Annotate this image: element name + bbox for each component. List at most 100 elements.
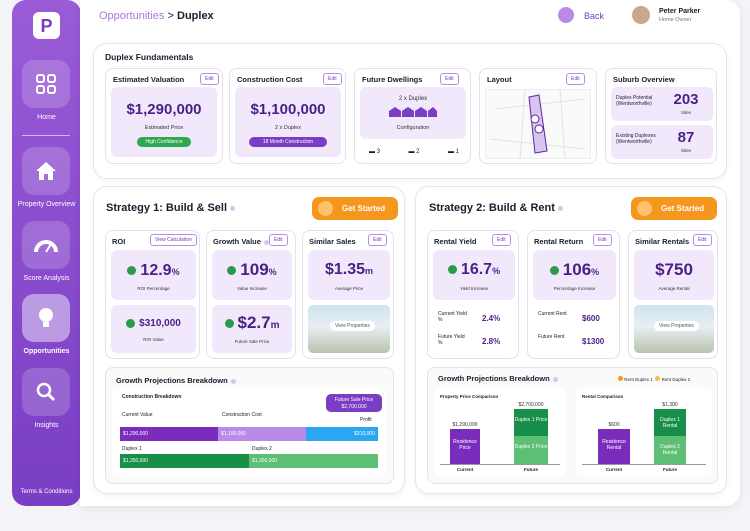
value: 109 (240, 260, 269, 279)
title-text: Growth Value (213, 237, 261, 246)
chart-title: Rental Comparison (582, 394, 624, 399)
axis (440, 464, 560, 465)
dwellings-card: Future Dwellings Edit 2 x Duplex Configur… (354, 68, 471, 164)
row-label: Current Yield % (438, 311, 467, 323)
badge: 18 Month Construction (249, 137, 327, 147)
caption: Future Sale Price (234, 339, 270, 344)
duplex-label: Duplex 1 (122, 446, 142, 452)
get-started-button[interactable]: Get Started (631, 197, 717, 220)
main: Opportunities > Duplex Back Peter Parker… (80, 0, 740, 506)
value-box: $750 Average Rental (634, 250, 714, 300)
get-started-button[interactable]: Get Started (312, 197, 398, 220)
nav-label[interactable]: Insights (34, 422, 59, 429)
nav-property-icon[interactable] (22, 147, 70, 195)
segment-label: Current Value (122, 412, 153, 418)
view-properties-button[interactable]: View Properties (654, 321, 699, 331)
view-properties-button[interactable]: View Properties (330, 321, 375, 331)
edit-button[interactable]: Edit (693, 234, 712, 246)
duplex-value: $1,350,000 (123, 458, 149, 464)
caption: Average Rental (658, 286, 690, 291)
info-icon[interactable] (230, 378, 236, 384)
card-title: Similar Rentals (635, 237, 690, 246)
roi-card: ROI View Calculation 12.9% ROI Percentage… (105, 230, 200, 359)
legend-swatch (655, 376, 661, 381)
rent-chart: Rental Comparison $600 Residence Rental … (576, 388, 712, 476)
nav-label[interactable]: Property Overview (17, 201, 76, 208)
info-icon[interactable] (263, 239, 269, 245)
bar-value: $600 (608, 422, 620, 428)
suburb-row: Existing Duplexes (Wentworthville) 87 Si… (611, 125, 713, 159)
future-bar: Duplex 1 Rental (654, 409, 686, 436)
edit-button[interactable]: Edit (492, 234, 511, 246)
info-icon[interactable] (557, 205, 563, 211)
chart-title: Property Price Comparison (440, 394, 499, 399)
card-title: Construction Cost (237, 75, 303, 84)
strategy2-panel: Strategy 2: Build & Rent Get Started Ren… (415, 186, 727, 494)
edit-button[interactable]: Edit (323, 73, 342, 85)
current-bar: Residence Rental (598, 429, 630, 464)
suburb-row: Duplex Potential (Wentworthville) 203 Si… (611, 87, 713, 121)
edit-button[interactable]: Edit (200, 73, 219, 85)
avatar[interactable] (632, 6, 650, 24)
footer-link[interactable]: Terms & Conditions (20, 489, 73, 495)
info-icon[interactable] (552, 376, 558, 382)
info-icon[interactable] (230, 205, 236, 211)
nav-insights-icon[interactable] (22, 368, 70, 416)
construction-card: Construction Cost Edit $1,100,000 2 x Dup… (229, 68, 346, 164)
sales-card: Similar Sales Edit $1.35m Average Price V… (302, 230, 394, 359)
row-label: Existing Duplexes (Wentworthville) (616, 133, 656, 145)
logo[interactable]: P (33, 12, 60, 39)
nav-label[interactable]: Home (37, 114, 56, 121)
future-bar: Duplex 1 Price (514, 409, 548, 436)
card-title: Growth Value (213, 237, 269, 246)
valuation-card: Estimated Valuation Edit $1,290,000 Estim… (105, 68, 223, 164)
value: $2.7 (237, 313, 271, 332)
nav-opportunities-icon[interactable] (22, 294, 70, 342)
card-title: Future Dwellings (362, 75, 423, 84)
user-name: Peter Parker (659, 8, 701, 15)
future-value: $2,700,000 (341, 404, 367, 410)
duplex-bar: $1,350,000 (249, 454, 378, 468)
value-box: 2 x Duplex Configuration (360, 87, 466, 139)
row-unit: Sites (680, 110, 691, 115)
rentals-card: Similar Rentals Edit $750 Average Rental … (628, 230, 718, 359)
card-title: Estimated Valuation (113, 75, 185, 84)
title-text: Strategy 1: Build & Sell (106, 202, 228, 214)
arrow-icon (637, 201, 652, 216)
caption: 2 x Duplex (275, 125, 301, 131)
edit-button[interactable]: Edit (269, 234, 288, 246)
caption: ROI Value (143, 337, 164, 342)
bar-value: $1,300 (662, 402, 678, 408)
edit-button[interactable]: Edit (368, 234, 387, 246)
unit: % (171, 267, 180, 277)
back-button[interactable]: Back (584, 11, 605, 21)
layout-card: Layout Edit (479, 68, 597, 164)
row-value: 203 (673, 91, 699, 108)
value: $750 (655, 260, 693, 279)
nav-label[interactable]: Score Analysis (23, 275, 70, 282)
return-card: Rental Return Edit 106% Percentage Increa… (527, 230, 620, 359)
baths-count: 2 (416, 149, 420, 155)
yield-card: Rental Yield Edit 16.7% Yield Increase Cu… (427, 230, 519, 359)
up-icon (126, 318, 136, 328)
edit-button[interactable]: Edit (566, 73, 585, 85)
beds: ▬ 3 (369, 149, 381, 155)
bar-label: Residence Price (453, 439, 477, 451)
current-bar: Residence Price (450, 429, 480, 464)
calc-button[interactable]: View Calculation (150, 234, 197, 246)
user-role: Home Owner (659, 17, 692, 23)
back-icon[interactable] (558, 7, 574, 23)
projections-card: Growth Projections Breakdown Constructio… (105, 367, 394, 484)
unit: % (591, 267, 600, 277)
nav-score-icon[interactable] (22, 221, 70, 269)
breadcrumb-link[interactable]: Opportunities (99, 10, 165, 22)
nav-home-icon[interactable] (22, 60, 70, 108)
segment-bar: $310,000 (306, 427, 378, 441)
legend-label: Rent Duplex 2 (661, 377, 691, 382)
edit-button[interactable]: Edit (440, 73, 459, 85)
value: $1,290,000 (126, 101, 202, 118)
nav-label[interactable]: Opportunities (23, 348, 70, 355)
duplex-icon (389, 107, 437, 117)
edit-button[interactable]: Edit (593, 234, 612, 246)
